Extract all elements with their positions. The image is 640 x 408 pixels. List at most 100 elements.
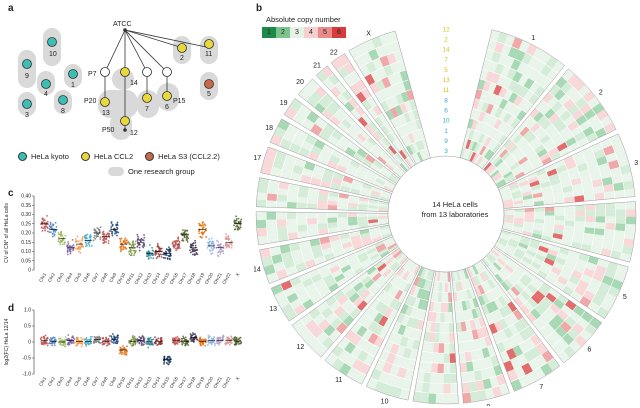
copy-number-cell [496,75,507,87]
data-point [147,339,150,342]
copy-number-cell [555,76,568,89]
copy-number-cell [378,206,389,210]
copy-number-cell [383,236,394,243]
data-point [158,341,161,344]
copy-number-cell [468,381,478,392]
copy-number-cell [492,142,502,153]
copy-number-cell [318,189,329,196]
copy-number-cell [582,181,593,190]
copy-number-cell [492,247,502,256]
data-point [110,340,112,342]
copy-number-cell [367,169,378,178]
sample-label: 7 [145,106,149,113]
data-point [152,257,155,260]
copy-number-cell [328,282,340,293]
copy-number-cell [517,176,528,184]
copy-number-cell [536,148,548,158]
data-point [174,336,177,339]
copy-number-cell [378,215,388,220]
data-point [71,341,74,344]
copy-number-cell [611,174,623,184]
data-point [136,242,139,245]
copy-number-cell [364,177,375,185]
copy-number-cell [341,118,352,129]
copy-number-cell [379,250,390,258]
copy-number-cell [422,149,428,160]
legend-s3: HeLa S3 (CCL2.2) [145,152,220,161]
data-point [142,246,145,249]
data-point [182,335,185,338]
data-point [139,340,142,343]
copy-number-cell [522,129,533,140]
copy-number-cell [368,202,379,207]
copy-number-cell [564,316,577,328]
data-point [131,336,134,339]
copy-number-cell [362,182,373,190]
copy-number-cell [325,278,337,288]
legend-ccl2: HeLa CCL2 [80,152,133,161]
copy-number-cell [512,344,524,357]
copy-number-cell [595,209,606,217]
data-point [132,249,135,252]
copy-number-cell [413,265,421,275]
copy-number-cell [297,325,311,339]
copy-number-cell [394,116,404,127]
data-point [157,253,160,255]
copy-number-cell [460,321,467,332]
data-point [204,224,207,227]
copy-number-cell [352,179,363,187]
copy-number-cell [345,271,356,281]
data-point [237,340,240,343]
data-point [134,243,137,245]
copy-number-cell [381,151,391,161]
copy-number-cell [512,196,523,202]
copy-number-cell [563,230,574,237]
copy-number-cell [474,285,482,297]
data-point [69,248,72,250]
copy-number-cell [387,331,398,343]
data-point [113,229,115,232]
copy-number-cell [544,219,555,225]
copy-number-cell [376,174,387,183]
copy-number-cell [523,350,535,363]
copy-number-cell [497,181,507,189]
copy-number-cell [399,125,408,136]
copy-number-cell [545,56,558,69]
ring-sample-label: 3 [444,148,448,155]
copy-number-cell [399,388,411,400]
data-point [110,230,112,232]
copy-number-cell [539,51,552,65]
copy-number-cell [368,205,379,209]
data-point [177,245,180,248]
copy-number-cell [493,298,503,309]
copy-number-cell [294,157,306,168]
copy-number-cell [450,393,459,404]
data-point [207,341,210,344]
y-tick-label: 1.0 [24,308,31,314]
data-point [85,234,88,237]
copy-number-cell [331,177,343,186]
copy-number-cell [357,251,368,260]
data-point [231,338,234,341]
data-point [81,343,84,346]
data-point [55,226,58,228]
copy-number-cell [371,255,382,264]
copy-number-cell [353,281,364,292]
copy-number-cell [434,291,439,302]
x-tick-label: Chr6 [82,272,91,283]
data-point [192,338,195,341]
data-point [44,340,47,343]
copy-number-cell [400,136,409,147]
copy-number-cell [388,309,398,321]
copy-number-cell [288,183,300,192]
copy-number-cell [286,218,297,227]
copy-number-cell [441,292,445,303]
copy-number-cell [366,96,377,108]
copy-number-cell [444,302,449,313]
circos-center-text: 14 HeLa cells from 13 laboratories [405,200,505,220]
copy-number-cell [415,140,422,152]
data-point [64,241,67,244]
copy-number-cell [546,69,559,82]
copy-number-cell [396,366,407,379]
copy-number-cell [512,106,522,118]
